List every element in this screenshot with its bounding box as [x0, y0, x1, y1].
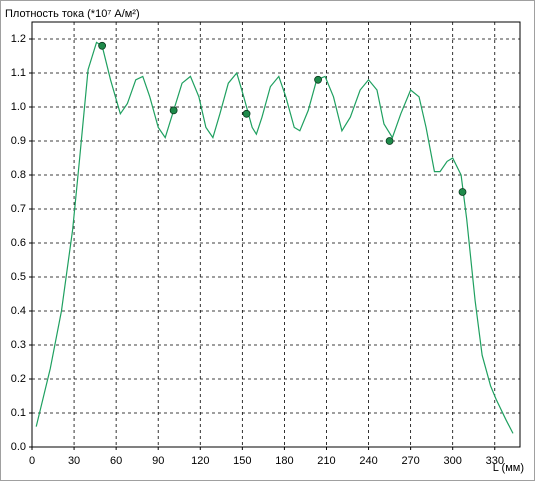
y-tick-label: 0.4	[11, 305, 26, 317]
x-tick-label: 90	[152, 455, 164, 467]
chart-title: Плотность тока (*10⁷ А/м²)	[5, 8, 140, 20]
x-tick-label: 210	[317, 455, 335, 467]
y-tick-label: 0.3	[11, 339, 26, 351]
y-tick-label: 1.0	[11, 101, 26, 113]
x-tick-label: 270	[401, 455, 419, 467]
y-tick-label: 1.2	[11, 33, 26, 45]
y-tick-label: 0.2	[11, 373, 26, 385]
x-tick-label: 300	[444, 455, 462, 467]
x-tick-label: 60	[110, 455, 122, 467]
plot-area	[32, 22, 520, 447]
x-tick-label: 330	[486, 455, 504, 467]
x-tick-label: 180	[275, 455, 293, 467]
y-tick-label: 0.0	[11, 441, 26, 453]
x-tick-label: 120	[191, 455, 209, 467]
y-tick-label: 0.1	[11, 407, 26, 419]
x-tick-label: 30	[68, 455, 80, 467]
y-tick-label: 0.9	[11, 135, 26, 147]
plot-frame	[31, 21, 521, 448]
data-marker	[98, 41, 107, 50]
data-line	[35, 41, 514, 434]
data-marker	[385, 137, 394, 145]
y-tick-label: 0.5	[11, 271, 26, 283]
data-marker	[458, 188, 467, 196]
data-marker	[242, 109, 251, 118]
x-axis-label: L (мм)	[493, 462, 524, 474]
x-tick-label: 150	[233, 455, 251, 467]
y-tick-label: 0.6	[11, 237, 26, 249]
x-tick-label: 240	[359, 455, 377, 467]
x-tick-label: 0	[29, 455, 35, 467]
y-tick-label: 1.1	[11, 67, 26, 79]
data-marker	[314, 75, 322, 84]
y-tick-label: 0.7	[11, 203, 26, 215]
y-tick-label: 0.8	[11, 169, 26, 181]
data-marker	[169, 106, 178, 115]
